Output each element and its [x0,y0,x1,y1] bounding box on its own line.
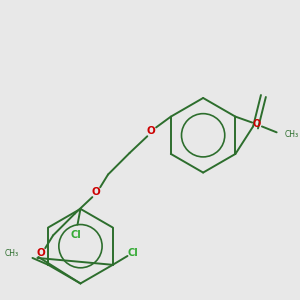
Text: Cl: Cl [127,248,138,258]
Text: O: O [37,248,46,258]
Text: CH₃: CH₃ [284,130,298,139]
Text: CH₃: CH₃ [4,248,19,257]
Text: O: O [253,119,261,130]
Text: O: O [147,126,156,136]
Text: O: O [92,187,100,197]
Text: Cl: Cl [70,230,81,240]
